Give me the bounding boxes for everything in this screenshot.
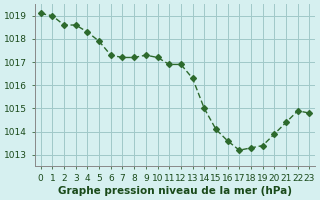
X-axis label: Graphe pression niveau de la mer (hPa): Graphe pression niveau de la mer (hPa)	[58, 186, 292, 196]
